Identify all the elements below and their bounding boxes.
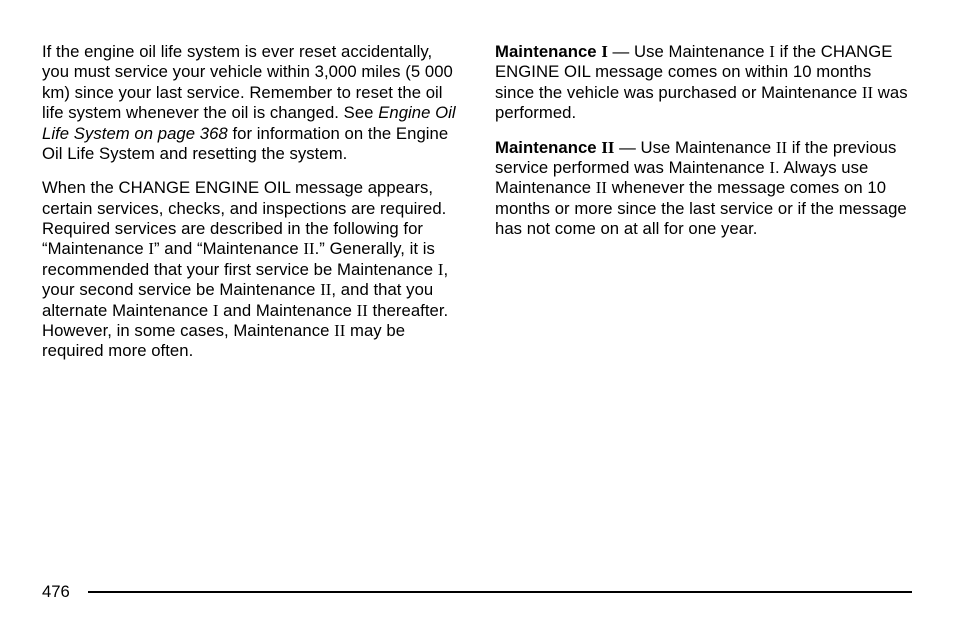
text: and Maintenance xyxy=(218,301,356,320)
text: ” and “Maintenance xyxy=(154,239,303,258)
roman-numeral: II xyxy=(357,301,368,320)
left-paragraph-2: When the CHANGE ENGINE OIL message appea… xyxy=(42,178,459,361)
text: — Use Maintenance xyxy=(614,138,775,157)
page-number: 476 xyxy=(42,582,70,602)
left-paragraph-1: If the engine oil life system is ever re… xyxy=(42,42,459,164)
right-paragraph-1: Maintenance I — Use Maintenance I if the… xyxy=(495,42,912,124)
roman-numeral: II xyxy=(320,280,331,299)
roman-numeral: II xyxy=(862,83,873,102)
roman-numeral: II xyxy=(303,239,314,258)
columns: If the engine oil life system is ever re… xyxy=(42,42,912,376)
roman-numeral: II xyxy=(334,321,345,340)
page: If the engine oil life system is ever re… xyxy=(0,0,954,636)
label-bold: Maintenance xyxy=(495,138,601,157)
right-column: Maintenance I — Use Maintenance I if the… xyxy=(495,42,912,376)
left-column: If the engine oil life system is ever re… xyxy=(42,42,459,376)
text: — Use Maintenance xyxy=(608,42,769,61)
footer-rule xyxy=(88,591,912,593)
roman-numeral: II xyxy=(776,138,787,157)
right-paragraph-2: Maintenance II — Use Maintenance II if t… xyxy=(495,138,912,240)
label-bold: Maintenance xyxy=(495,42,601,61)
footer: 476 xyxy=(42,582,912,602)
roman-numeral-bold: II xyxy=(601,138,614,157)
roman-numeral: II xyxy=(596,178,607,197)
